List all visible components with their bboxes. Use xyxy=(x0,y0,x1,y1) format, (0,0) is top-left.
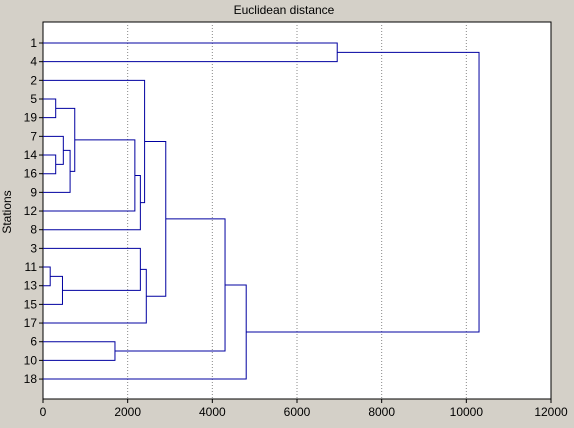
leaf-label: 4 xyxy=(30,55,37,69)
leaf-label: 13 xyxy=(24,279,38,293)
x-tick-label: 0 xyxy=(40,405,47,419)
x-tick-label: 4000 xyxy=(199,405,226,419)
leaf-label: 16 xyxy=(24,167,38,181)
chart-title: Euclidean distance xyxy=(234,3,335,17)
y-axis-label: Stations xyxy=(0,190,14,233)
plot-area xyxy=(42,21,552,400)
leaf-label: 7 xyxy=(30,129,37,143)
leaf-label: 1 xyxy=(30,36,37,50)
leaf-label: 10 xyxy=(24,353,38,367)
leaf-label: 18 xyxy=(24,372,38,386)
dendrogram-link xyxy=(246,51,480,333)
leaf-label: 15 xyxy=(24,297,38,311)
leaf-label: 12 xyxy=(24,204,38,218)
x-axis-ticks: 0 2000 4000 6000 8000 10000 12000 xyxy=(40,399,568,419)
dendrogram-links xyxy=(43,42,480,380)
x-tick-label: 10000 xyxy=(450,405,484,419)
leaf-label: 9 xyxy=(30,185,37,199)
x-tick-label: 8000 xyxy=(368,405,395,419)
leaf-label: 8 xyxy=(30,223,37,237)
leaf-label: 14 xyxy=(24,148,38,162)
x-tick-label: 2000 xyxy=(114,405,141,419)
leaf-label: 3 xyxy=(30,241,37,255)
leaf-label: 17 xyxy=(24,316,38,330)
leaf-label: 2 xyxy=(30,73,37,87)
x-tick-label: 6000 xyxy=(284,405,311,419)
leaf-label: 11 xyxy=(25,260,38,274)
leaf-label: 6 xyxy=(30,335,37,349)
leaf-label: 5 xyxy=(30,92,37,106)
leaf-label: 19 xyxy=(24,111,38,125)
x-tick-label: 12000 xyxy=(534,405,568,419)
